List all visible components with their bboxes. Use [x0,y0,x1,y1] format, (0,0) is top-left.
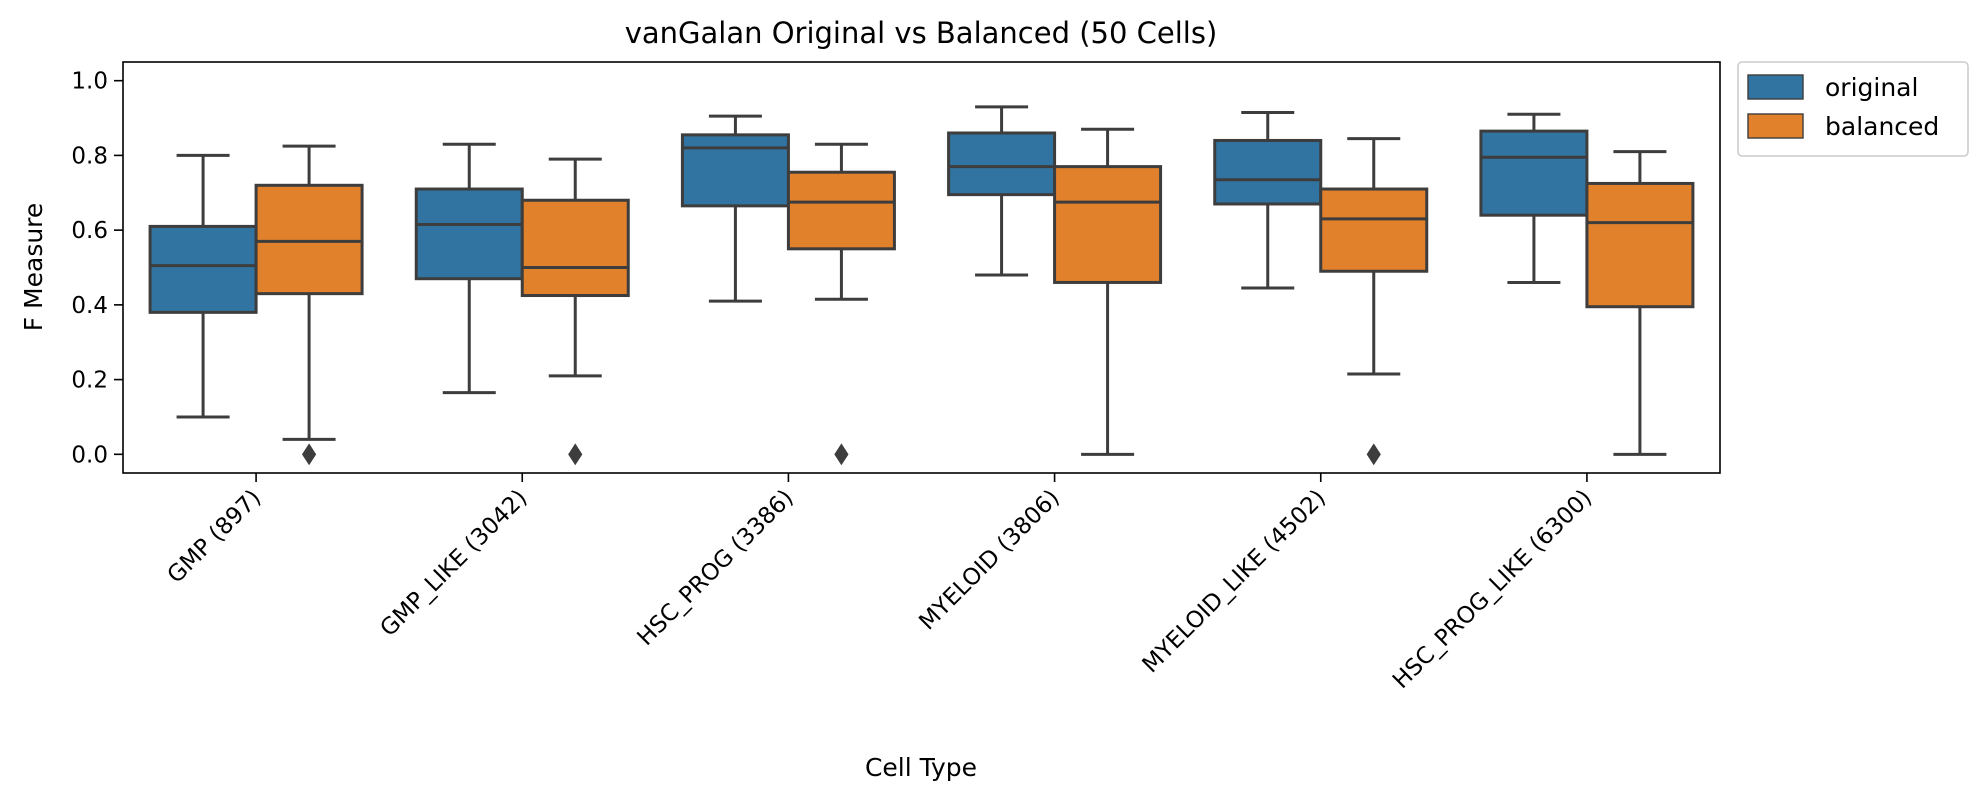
legend: original balanced [1737,61,1969,157]
box-balanced-2 [786,142,896,466]
legend-label-original: original [1825,73,1918,102]
x-tick-label: MYELOID (3806) [914,485,1064,635]
y-tick-label: 0.0 [71,442,108,468]
box-balanced-4 [1319,137,1429,466]
box-body [520,198,630,298]
box-body [148,224,258,314]
box-body [1319,187,1429,273]
legend-swatch-original [1747,74,1804,100]
y-tick-label: 0.4 [71,293,108,319]
x-axis: GMP (897) GMP_LIKE (3042) HSC_PROG (3386) M… [163,473,1597,694]
y-tick-label: 0.8 [71,143,108,169]
outlier-point [568,443,583,466]
box-body [254,183,364,296]
y-tick-label: 0.6 [71,218,108,244]
outlier-point [301,443,317,466]
box-body [1479,129,1589,217]
box-original-4 [1213,110,1323,290]
box-body [1213,138,1323,206]
x-tick-label: GMP_LIKE (3042) [375,485,532,642]
box-body [414,187,524,281]
plot-area [148,105,1695,466]
box-balanced-3 [1053,127,1163,456]
y-axis-label: F Measure [19,203,48,332]
box-body [1053,165,1163,284]
box-body [1585,181,1695,309]
outlier-point [1366,443,1381,466]
box-balanced-0 [254,144,364,466]
y-tick-label: 0.2 [71,368,108,394]
box-original-2 [680,114,790,303]
legend-swatch-balanced [1747,113,1804,139]
box-balanced-1 [520,157,630,466]
legend-label-balanced: balanced [1825,112,1939,141]
x-tick-label: HSC_PROG (3386) [632,485,798,651]
y-tick-label: 1.0 [71,69,108,95]
plot-frame [122,61,1721,474]
x-tick-label: MYELOID_LIKE (4502) [1138,485,1331,678]
outlier-point [834,443,849,466]
box-body [786,170,896,251]
y-axis: 0.0 0.2 0.4 0.6 0.8 1.0 [71,69,123,468]
chart-title: vanGalan Original vs Balanced (50 Cells) [625,16,1218,50]
box-original-5 [1479,112,1589,284]
box-balanced-5 [1585,150,1695,456]
x-axis-label: Cell Type [865,753,977,782]
box-original-0 [148,153,258,419]
box-original-3 [947,105,1057,277]
x-tick-label: GMP (897) [163,485,267,589]
box-original-1 [414,142,524,395]
box-body [947,131,1057,197]
x-tick-label: HSC_PROG_LIKE (6300) [1388,485,1597,694]
box-body [680,133,790,208]
